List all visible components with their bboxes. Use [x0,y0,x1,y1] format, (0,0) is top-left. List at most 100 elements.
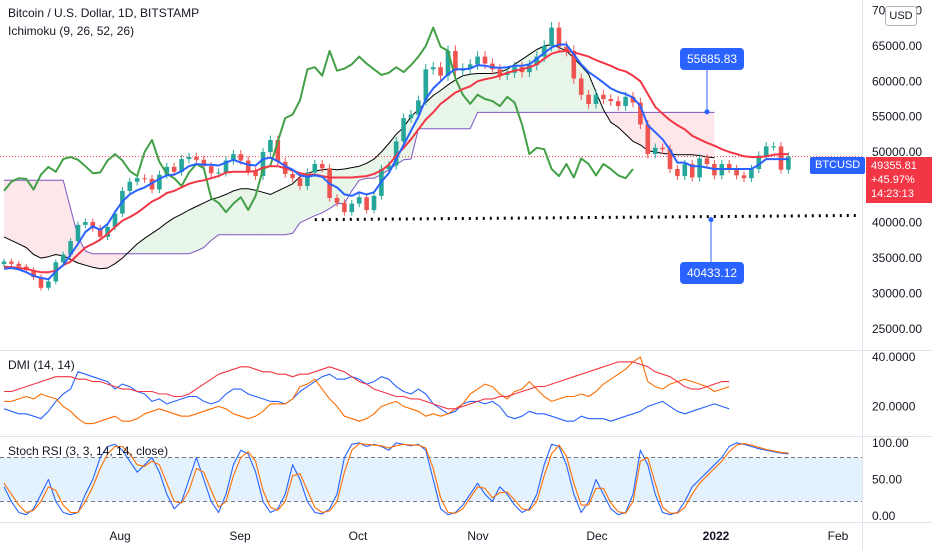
cloud-segment [159,222,167,254]
price-tick-label: 60000.00 [872,74,922,88]
high-price-callout[interactable]: 55685.83 [680,48,745,70]
candle-body [586,94,591,104]
candle-body [75,224,81,242]
cloud-segment [4,180,12,241]
cloud-segment [314,169,323,216]
candle-body [245,160,251,172]
currency-button[interactable]: USD [885,6,917,26]
candle-body [756,155,762,169]
candle-body [297,178,303,186]
price-tick-label: 30000.00 [872,286,922,300]
low-price-callout[interactable]: 40433.12 [680,262,745,284]
candle-body [527,65,532,73]
candle-body [697,158,702,178]
cloud-segment [263,192,271,235]
time-tick-label: 2022 [703,529,730,543]
cloud-segment [707,112,715,158]
candle-body [423,69,429,101]
cloud-segment [11,180,19,244]
price-tick-label: 35000.00 [872,251,922,265]
cloud-segment [270,190,278,235]
candle-body [475,56,480,65]
high-callout-dot [704,109,710,115]
candle-body [97,228,103,237]
cloud-segment [588,74,596,113]
cloud-segment [677,112,685,155]
candle-body [134,178,140,182]
candle-body [645,124,651,155]
candle-body [201,159,207,167]
candle-body [630,96,636,103]
candle-body [778,146,784,170]
cloud-segment [218,194,226,235]
cloud-segment [181,210,189,254]
ichimoku-legend[interactable]: Ichimoku (9, 26, 52, 26) [8,24,135,38]
candle-body [689,164,695,178]
cloud-segment [499,69,508,113]
price-tick-label: 65000.00 [872,39,922,53]
support-level-line [314,213,861,222]
time-tick-label: Oct [349,529,368,543]
cloud-segment [115,253,123,264]
candle-body [208,166,214,174]
last-price-tag: 49355.81 +45.97% 14:23:13 [866,157,932,203]
candle-body [549,27,554,46]
candle-body [497,69,503,75]
dmi-dmi_minus-line [4,356,730,425]
cloud-segment [152,228,160,254]
stoch-rsi-legend[interactable]: Stoch RSI (3, 3, 14, 14, close) [8,444,169,458]
cloud-segment [625,112,633,142]
lagging-span-line [3,26,634,214]
cloud-segment [655,112,663,154]
candle-body [430,67,436,70]
candle-body [482,56,488,64]
stoch-stoch_k-line [3,442,789,516]
stoch-tick-label: 0.00 [872,509,896,523]
cloud-segment [129,243,138,254]
conversion-line [3,43,789,281]
candle-body [667,149,673,169]
senkou-span-b-line [4,111,715,255]
candle-body [401,118,406,142]
stoch-tick-label: 50.00 [872,473,902,487]
cloud-segment [692,112,700,156]
cloud-segment [144,233,152,254]
time-tick-label: Feb [828,529,849,543]
cloud-segment [226,190,234,235]
candle-body [393,141,399,166]
candle-body [408,114,414,119]
dmi-adx-line [4,361,730,410]
candle-body [371,195,377,210]
candle-body [660,147,665,150]
cloud-segment [189,206,197,254]
price-tick-label: 50000.00 [872,145,922,159]
candle-body [305,172,310,186]
candle-body [105,226,110,237]
dmi-legend[interactable]: DMI (14, 14) [8,358,75,372]
candle-body [675,168,680,177]
candle-body [194,156,199,160]
last-price-value: 49355.81 [871,160,917,172]
candle-body [564,46,569,51]
cloud-segment [92,253,101,269]
candle-body [438,67,443,76]
price-tick-label: 40000.00 [872,216,922,230]
cloud-segment [211,197,219,241]
candle-body [445,50,451,76]
candle-body [16,263,22,267]
dmi-tick-label: 40.0000 [872,350,916,364]
cloud-segment [670,112,678,155]
cloud-segment [196,202,204,252]
cloud-segment [174,214,182,254]
ichimoku-cloud [4,44,715,269]
price-change-value: +45.97% [871,174,915,186]
candle-body [416,100,421,115]
time-tick-label: Aug [109,529,130,543]
candle-body [290,173,295,179]
cloud-segment [522,54,530,113]
candle-body [571,50,577,79]
candle-body [223,160,229,173]
stoch-band [0,457,862,502]
